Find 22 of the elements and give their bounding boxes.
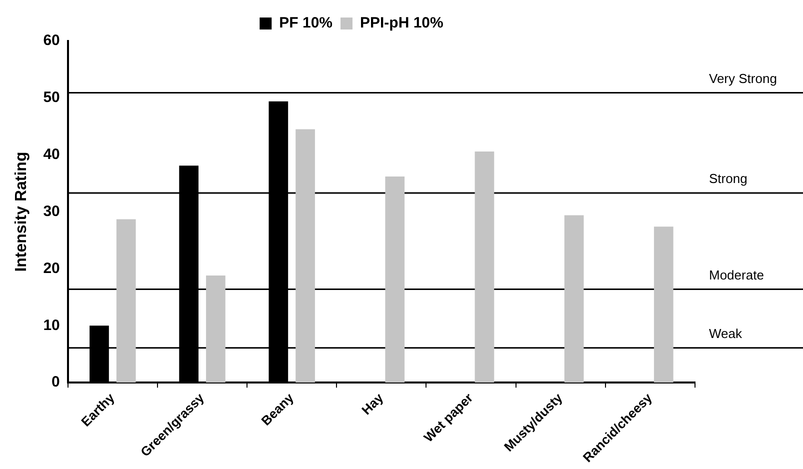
bar xyxy=(654,226,674,383)
bar xyxy=(385,176,405,383)
ref-line-label: Moderate xyxy=(709,267,764,282)
y-tick-label: 40 xyxy=(43,146,60,164)
y-tick-label: 0 xyxy=(52,374,60,391)
y-tick-label: 30 xyxy=(43,202,60,220)
ref-line-label: Strong xyxy=(709,171,748,186)
y-tick-label: 10 xyxy=(43,316,60,334)
ref-line-label: Weak xyxy=(709,326,742,341)
bar xyxy=(206,276,226,383)
x-tick-label: Hay xyxy=(358,390,387,418)
legend-label: PPI-pH 10% xyxy=(360,14,444,32)
y-tick-label: 60 xyxy=(43,32,60,50)
y-axis-title: Intensity Rating xyxy=(13,152,30,272)
bar xyxy=(564,215,584,383)
bar xyxy=(296,129,315,383)
bar xyxy=(116,219,136,383)
y-tick-label: 50 xyxy=(43,89,60,106)
y-tick-label: 20 xyxy=(43,260,60,277)
legend-label: PF 10% xyxy=(279,14,332,32)
bar xyxy=(474,151,494,383)
ref-line-label: Very Strong xyxy=(709,70,777,86)
